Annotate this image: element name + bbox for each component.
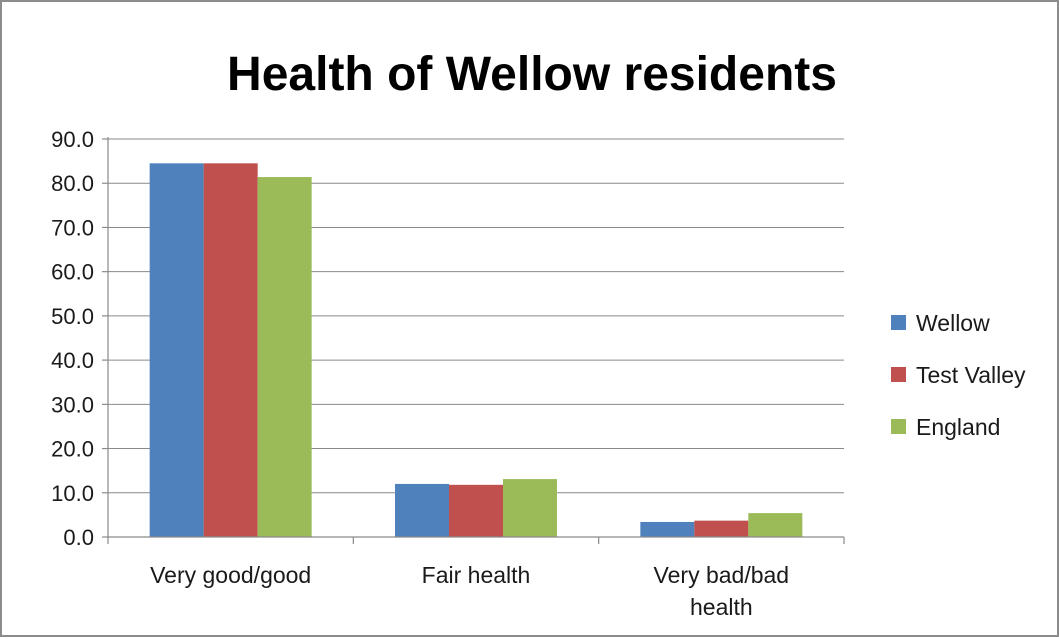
legend: Wellow Test Valley England — [891, 310, 1026, 440]
y-tick-label: 60.0 — [51, 260, 94, 285]
y-tick-label: 50.0 — [51, 304, 94, 329]
bar-test-valley — [449, 484, 503, 537]
bar-england — [748, 513, 803, 537]
bar-england — [257, 177, 312, 537]
y-tick-label: 90.0 — [51, 127, 94, 152]
bar-test-valley — [694, 520, 749, 537]
legend-label: England — [916, 414, 1000, 440]
y-tick-label: 70.0 — [51, 215, 94, 240]
y-tick-label: 10.0 — [51, 481, 94, 506]
x-axis — [102, 137, 845, 544]
y-axis-tick-labels: 0.0 10.0 20.0 30.0 40.0 50.0 60.0 70.0 80.0 90.0 — [51, 127, 94, 550]
legend-label: Test Valley — [916, 362, 1026, 388]
legend-label: Wellow — [916, 310, 990, 336]
y-tick-label: 20.0 — [51, 437, 94, 462]
bars — [149, 163, 803, 538]
x-axis-category-labels: Very good/good Fair health Very bad/bad hea… — [150, 562, 789, 620]
x-category-label: Fair health — [422, 562, 531, 588]
y-tick-label: 40.0 — [51, 348, 94, 373]
legend-swatch — [891, 419, 906, 434]
legend-swatch — [891, 367, 906, 382]
y-tick-label: 0.0 — [63, 525, 94, 550]
bar-wellow — [149, 163, 204, 538]
y-tick-label: 80.0 — [51, 171, 94, 196]
bar-england — [503, 479, 557, 537]
x-category-label: Very good/good — [150, 562, 311, 588]
bar-wellow — [395, 483, 449, 537]
bar-wellow — [640, 521, 695, 537]
chart-title: Health of Wellow residents — [227, 48, 837, 101]
x-category-label: Very bad/bad — [654, 562, 790, 588]
bar-test-valley — [203, 163, 258, 538]
legend-swatch — [891, 315, 906, 330]
y-tick-label: 30.0 — [51, 392, 94, 417]
x-category-label: health — [690, 594, 753, 620]
